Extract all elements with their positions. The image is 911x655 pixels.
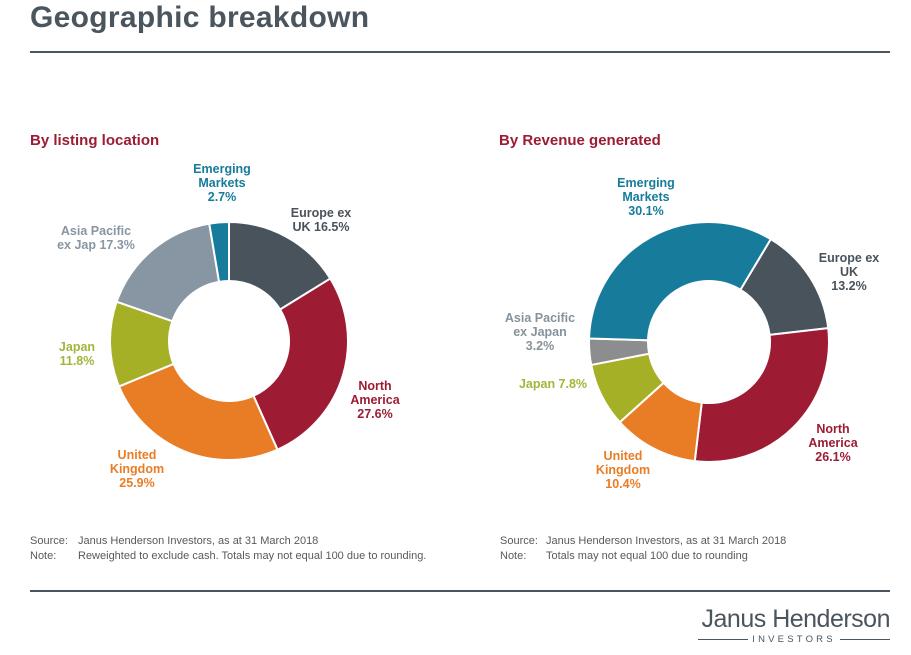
logo-line-right bbox=[839, 639, 890, 640]
logo-investors-text: INVESTORS bbox=[752, 634, 836, 645]
label-united-kingdom: United Kingdom 10.4% bbox=[595, 449, 651, 491]
footnote-by-listing-location: Source: Janus Henderson Investors, as at… bbox=[30, 535, 470, 563]
slice-north-america bbox=[252, 277, 349, 451]
footer-divider bbox=[30, 590, 890, 592]
slice-emerging-markets bbox=[588, 221, 772, 342]
label-emerging-markets: Emerging Markets 30.1% bbox=[617, 176, 675, 218]
page-title: Geographic breakdown bbox=[30, 1, 370, 34]
slice-north-america bbox=[693, 327, 830, 463]
footnote-by-revenue-generated: Source: Janus Henderson Investors, as at… bbox=[500, 535, 900, 563]
note-label: Note: bbox=[500, 549, 527, 562]
label-asia-pacific-ex-jap: Asia Pacific ex Jap 17.3% bbox=[57, 224, 135, 252]
label-japan: Japan 7.8% bbox=[518, 377, 588, 391]
logo-investors-row: INVESTORS bbox=[698, 634, 890, 645]
note-label: Note: bbox=[30, 549, 57, 562]
source-text: Janus Henderson Investors, as at 31 Marc… bbox=[78, 535, 319, 547]
note-text: Totals may not equal 100 due to rounding bbox=[546, 549, 748, 562]
chart-title-by-revenue-generated: By Revenue generated bbox=[499, 132, 661, 149]
source-text: Janus Henderson Investors, as at 31 Marc… bbox=[546, 535, 787, 547]
label-europe-ex-uk: Europe ex UK 16.5% bbox=[290, 206, 352, 234]
source-label: Source: bbox=[30, 535, 68, 547]
chart-title-by-listing-location: By listing location bbox=[30, 132, 160, 149]
janus-henderson-logo: Janus Henderson INVESTORS bbox=[698, 605, 891, 645]
label-emerging-markets: Emerging Markets 2.7% bbox=[193, 162, 251, 204]
logo-wordmark: Janus Henderson bbox=[701, 605, 891, 633]
label-north-america: North America 27.6% bbox=[350, 379, 400, 421]
note-text: Reweighted to exclude cash. Totals may n… bbox=[78, 549, 427, 562]
slice-united-kingdom bbox=[118, 362, 279, 461]
header-divider bbox=[30, 51, 890, 53]
label-europe-ex-uk: Europe ex UK 13.2% bbox=[818, 251, 880, 293]
source-label: Source: bbox=[500, 535, 538, 547]
label-north-america: North America 26.1% bbox=[808, 422, 858, 464]
label-japan: Japan 11.8% bbox=[58, 340, 96, 368]
slice-emerging-markets bbox=[208, 221, 230, 283]
label-united-kingdom: United Kingdom 25.9% bbox=[109, 448, 165, 490]
logo-line-left bbox=[698, 639, 749, 640]
label-asia-pacific-ex-japan: Asia Pacific ex Japan 3.2% bbox=[504, 311, 576, 353]
